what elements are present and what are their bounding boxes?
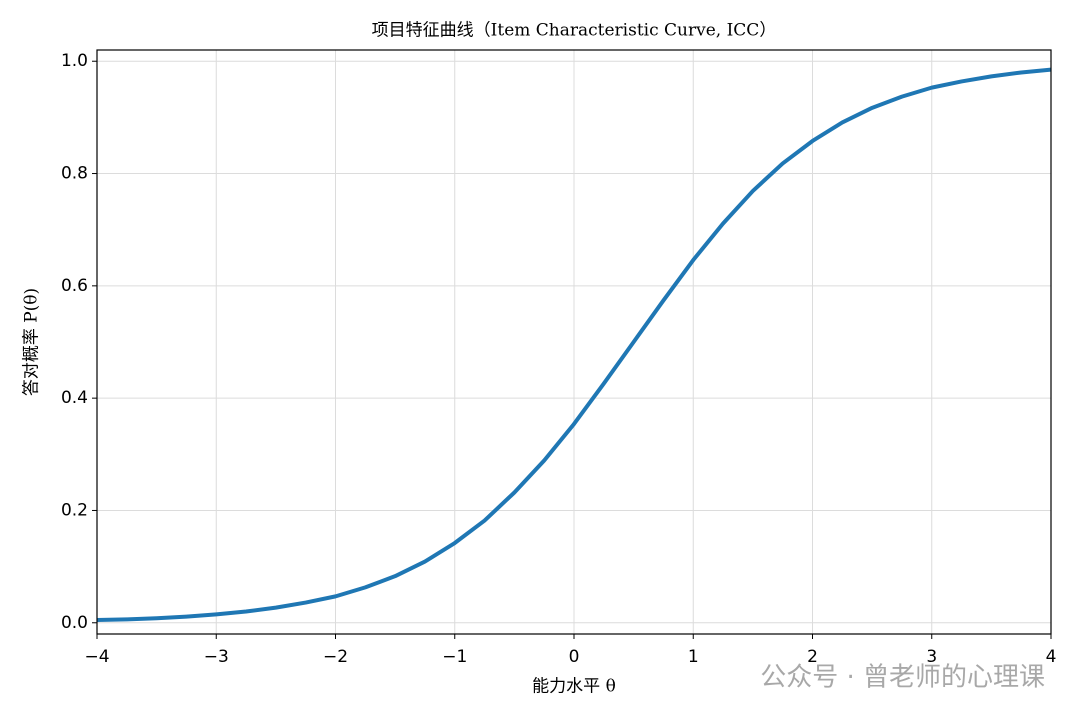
y-tick-label: 0.8 (61, 164, 88, 184)
x-tick-label: 4 (1046, 647, 1057, 667)
y-tick-label: 0.0 (61, 613, 88, 633)
x-tick-label: −4 (84, 647, 109, 667)
y-tick-label: 0.4 (61, 388, 88, 408)
line-series (96, 67, 1052, 622)
x-tick-label: −3 (204, 647, 229, 667)
x-tick-label: 1 (688, 647, 699, 667)
x-tick-label: 0 (569, 647, 580, 667)
y-tick-label: 0.2 (61, 500, 88, 520)
y-tick-label: 1.0 (61, 51, 88, 71)
chart-title: 项目特征曲线（Item Characteristic Curve, ICC） (372, 21, 777, 41)
plot-frame (96, 49, 1052, 635)
x-axis-label: 能力水平 θ (532, 677, 616, 697)
y-axis-label: 答对概率 P(θ) (22, 288, 42, 396)
watermark: 公众号 · 曾老师的心理课 (760, 663, 1045, 693)
x-tick-label: 2 (807, 647, 818, 667)
x-tick-label: 3 (926, 647, 937, 667)
x-tick-label: −1 (442, 647, 467, 667)
x-tick-label: −2 (323, 647, 348, 667)
y-tick-label: 0.6 (61, 276, 88, 296)
